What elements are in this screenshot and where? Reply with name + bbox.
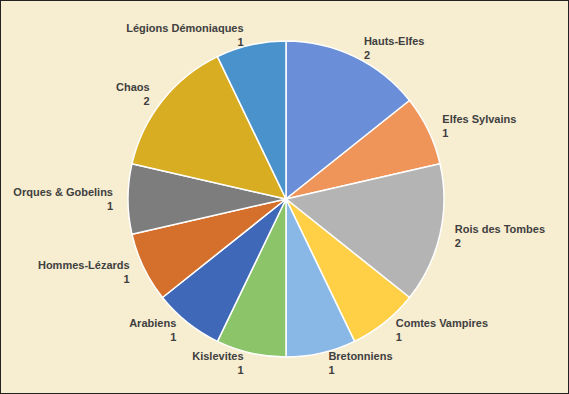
svg-text:Comtes Vampires: Comtes Vampires bbox=[396, 317, 488, 329]
svg-text:1: 1 bbox=[396, 331, 402, 343]
svg-text:1: 1 bbox=[237, 36, 243, 48]
svg-text:Orques & Gobelins: Orques & Gobelins bbox=[13, 186, 113, 198]
svg-text:Hauts-Elfes: Hauts-Elfes bbox=[364, 35, 425, 47]
svg-text:1: 1 bbox=[237, 364, 243, 376]
svg-text:Rois des Tombes: Rois des Tombes bbox=[455, 223, 545, 235]
svg-text:Bretonniens: Bretonniens bbox=[328, 350, 392, 362]
svg-text:2: 2 bbox=[455, 237, 461, 249]
svg-text:Arabiens: Arabiens bbox=[129, 317, 176, 329]
svg-text:1: 1 bbox=[170, 331, 176, 343]
svg-text:1: 1 bbox=[328, 364, 334, 376]
svg-text:Kislevites: Kislevites bbox=[192, 350, 243, 362]
svg-text:Elfes Sylvains: Elfes Sylvains bbox=[442, 113, 516, 125]
svg-text:2: 2 bbox=[144, 95, 150, 107]
svg-text:Légions Démoniaques: Légions Démoniaques bbox=[126, 22, 243, 34]
svg-text:Hommes-Lézards: Hommes-Lézards bbox=[38, 259, 130, 271]
svg-text:Chaos: Chaos bbox=[116, 81, 150, 93]
svg-text:1: 1 bbox=[107, 200, 113, 212]
svg-text:1: 1 bbox=[124, 273, 130, 285]
svg-text:2: 2 bbox=[364, 49, 370, 61]
svg-text:1: 1 bbox=[442, 127, 448, 139]
